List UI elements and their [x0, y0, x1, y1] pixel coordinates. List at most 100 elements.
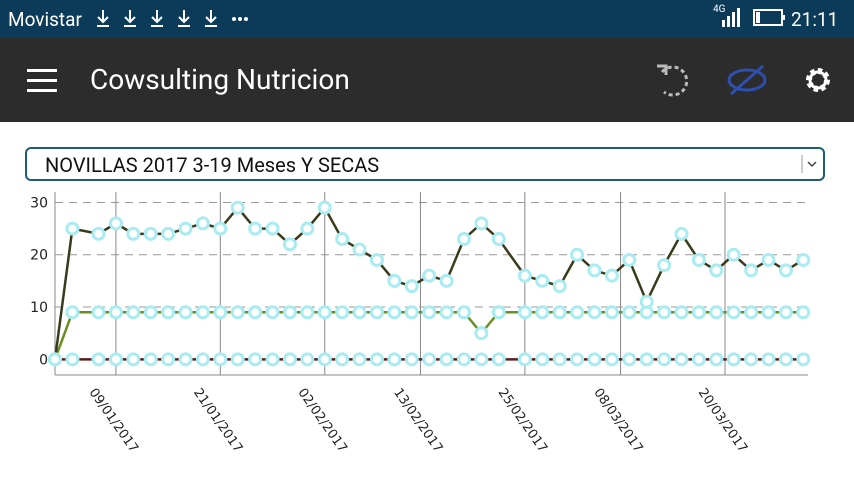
- data-point: [456, 232, 471, 247]
- data-point: [474, 352, 489, 367]
- data-point: [587, 263, 602, 278]
- data-point: [213, 221, 228, 236]
- data-point: [108, 305, 123, 320]
- data-point: [517, 305, 532, 320]
- data-point: [126, 352, 141, 367]
- data-point: [300, 352, 315, 367]
- data-point: [674, 226, 689, 241]
- data-point: [352, 352, 367, 367]
- data-point: [352, 305, 367, 320]
- data-point: [517, 352, 532, 367]
- x-tick-label: 20/03/2017: [695, 386, 750, 456]
- data-point: [178, 221, 193, 236]
- data-point: [552, 305, 567, 320]
- menu-button[interactable]: [27, 66, 67, 96]
- data-point: [335, 352, 350, 367]
- data-point: [587, 305, 602, 320]
- dropdown-arrow: [801, 155, 817, 173]
- data-point: [456, 352, 471, 367]
- data-point: [161, 305, 176, 320]
- data-point: [761, 305, 776, 320]
- data-point: [744, 352, 759, 367]
- data-point: [248, 352, 263, 367]
- data-point: [674, 305, 689, 320]
- data-point: [369, 352, 384, 367]
- data-point: [552, 279, 567, 294]
- data-point: [535, 305, 550, 320]
- data-point: [91, 226, 106, 241]
- data-point: [622, 252, 637, 267]
- data-point: [143, 305, 158, 320]
- data-point: [778, 305, 793, 320]
- data-point: [404, 305, 419, 320]
- data-point: [604, 305, 619, 320]
- data-point: [691, 252, 706, 267]
- data-point: [369, 305, 384, 320]
- data-point: [456, 305, 471, 320]
- settings-button[interactable]: [803, 65, 833, 95]
- data-point: [282, 352, 297, 367]
- data-point: [317, 352, 332, 367]
- data-point: [369, 252, 384, 267]
- dropdown-text: NOVILLAS 2017 3-19 Meses Y SECAS: [45, 153, 380, 177]
- dropdown[interactable]: NOVILLAS 2017 3-19 Meses Y SECAS: [25, 147, 825, 181]
- data-point: [778, 263, 793, 278]
- chart: 0 10 20 30 09/01/2017 21/01/2017 02/02/2017 13/…: [30, 192, 811, 456]
- data-point: [248, 221, 263, 236]
- data-point: [726, 247, 741, 262]
- x-tick-label: 09/01/2017: [86, 386, 141, 456]
- data-point: [126, 305, 141, 320]
- data-point: [570, 305, 585, 320]
- data-point: [796, 305, 811, 320]
- data-point: [282, 237, 297, 252]
- data-point: [230, 305, 245, 320]
- data-point: [404, 352, 419, 367]
- data-point: [143, 226, 158, 241]
- data-point: [439, 273, 454, 288]
- carrier: Movistar: [8, 8, 82, 31]
- y-tick-label: 0: [39, 352, 48, 368]
- data-point: [387, 305, 402, 320]
- data-point: [387, 352, 402, 367]
- data-point: [474, 326, 489, 341]
- x-tick-label: 21/01/2017: [190, 386, 245, 456]
- data-point: [517, 268, 532, 283]
- data-point: [161, 352, 176, 367]
- data-point: [65, 305, 80, 320]
- visibility-button[interactable]: [725, 60, 769, 100]
- data-point: [570, 352, 585, 367]
- data-point: [317, 305, 332, 320]
- clock: 21:11: [791, 8, 839, 31]
- app-title: Cowsulting Nutricion: [90, 63, 350, 96]
- data-point: [352, 242, 367, 257]
- data-point: [335, 305, 350, 320]
- data-point: [709, 305, 724, 320]
- data-point: [282, 305, 297, 320]
- data-point: [195, 305, 210, 320]
- data-point: [108, 352, 123, 367]
- data-point: [230, 200, 245, 215]
- y-tick-label: 10: [30, 300, 48, 316]
- data-point: [265, 352, 280, 367]
- x-tick-label: 25/02/2017: [495, 386, 550, 456]
- status-bar: Movistar 4G 21:11: [0, 0, 854, 38]
- data-point: [726, 352, 741, 367]
- data-point: [404, 279, 419, 294]
- data-point: [439, 305, 454, 320]
- refresh-button[interactable]: [654, 60, 694, 100]
- data-point: [691, 305, 706, 320]
- data-point: [300, 221, 315, 236]
- data-point: [265, 221, 280, 236]
- data-point: [674, 352, 689, 367]
- data-point: [248, 305, 263, 320]
- data-point: [91, 305, 106, 320]
- x-tick-label: 08/03/2017: [590, 386, 645, 456]
- data-point: [230, 352, 245, 367]
- data-point: [65, 352, 80, 367]
- data-point: [709, 352, 724, 367]
- data-point: [491, 232, 506, 247]
- data-point: [317, 200, 332, 215]
- data-point: [744, 305, 759, 320]
- data-point: [761, 352, 776, 367]
